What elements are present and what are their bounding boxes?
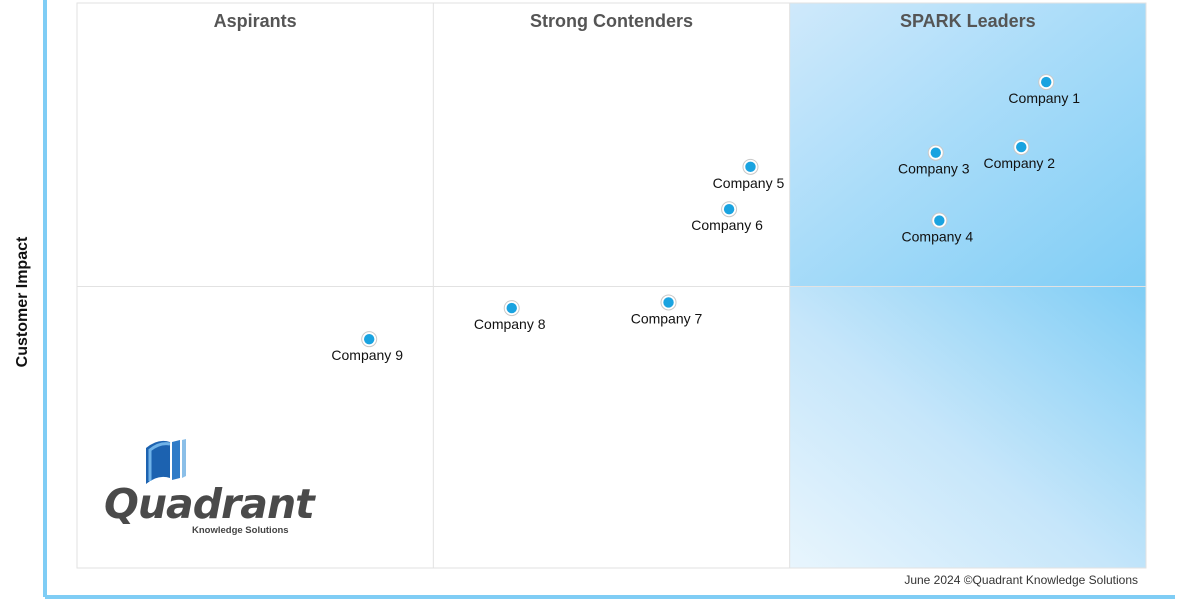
data-point [934,215,945,226]
leader-zone-upper [789,3,1146,287]
data-point-label: Company 6 [691,217,763,233]
logo-wordmark: Quadrant [104,480,315,528]
data-point-label: Company 3 [898,161,970,177]
data-point [363,333,375,345]
data-point-label: Company 7 [631,310,703,326]
data-point-label: Company 9 [331,347,403,363]
y-axis-label: Customer Impact [14,236,31,368]
data-point [930,147,941,158]
quadrant-header: SPARK Leaders [900,11,1036,31]
data-point-label: Company 5 [713,175,785,191]
quadrant-header: Aspirants [214,11,297,31]
plot-frame [76,2,1147,569]
data-point-label: Company 2 [983,155,1055,171]
leader-zone-lower [789,286,1146,568]
data-point-label: Company 1 [1008,90,1080,106]
copyright-footer: June 2024 ©Quadrant Knowledge Solutions [904,573,1138,587]
data-point [1041,76,1052,88]
data-point [1016,141,1027,153]
book-icon [146,439,186,484]
data-point [663,297,674,308]
data-point [723,204,735,215]
data-point-label: Company 8 [474,316,546,332]
data-point [506,302,517,314]
quadrant-logo: Quadrant Knowledge Solutions [100,436,315,540]
data-point-label: Company 4 [902,229,974,245]
logo-subtitle: Knowledge Solutions [192,525,289,536]
quadrant-header: Strong Contenders [530,11,693,31]
data-point [745,161,756,173]
